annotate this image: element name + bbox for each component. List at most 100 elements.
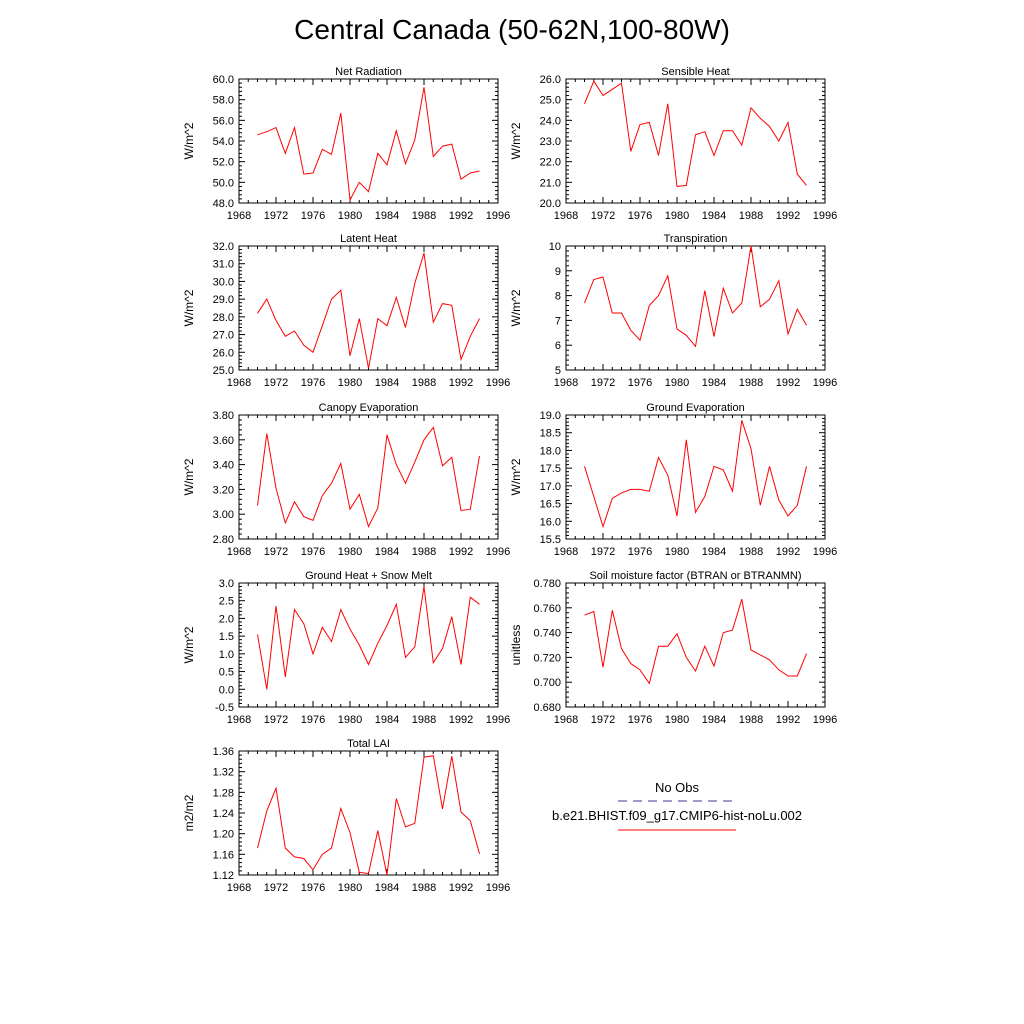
x-tick-label: 1984 — [375, 546, 399, 558]
y-tick-label: 3.80 — [213, 410, 234, 422]
y-tick-label: 48.0 — [213, 198, 234, 210]
y-tick-label: 3.20 — [213, 484, 234, 496]
y-tick-label: 58.0 — [213, 95, 234, 107]
figure-title: Central Canada (50-62N,100-80W) — [294, 14, 730, 45]
x-tick-label: 1996 — [486, 546, 510, 558]
y-tick-label: 0.740 — [533, 628, 561, 640]
y-tick-label: 0.720 — [533, 652, 561, 664]
y-tick-label: 0.680 — [533, 702, 561, 714]
y-tick-label: 54.0 — [213, 136, 234, 148]
x-tick-label: 1972 — [591, 210, 615, 222]
y-tick-label: 0.0 — [219, 684, 234, 696]
y-tick-label: 50.0 — [213, 177, 234, 189]
x-tick-label: 1992 — [449, 546, 473, 558]
chart-panel-5: 1968 1972 1976 1980 1984 1988 1992 1996 2.80 3.00… — [182, 402, 510, 558]
chart-title: Ground Evaporation — [646, 402, 744, 414]
y-axis-label: unitless — [509, 625, 523, 666]
x-tick-label: 1976 — [628, 546, 652, 558]
x-tick-label: 1992 — [776, 546, 800, 558]
chart-panel-8: 1968 1972 1976 1980 1984 1988 1992 1996 0.680 0.7… — [509, 570, 837, 726]
chart-panel-3: 1968 1972 1976 1980 1984 1988 1992 1996 25.0 26.0… — [182, 233, 510, 389]
chart-title: Total LAI — [347, 738, 390, 750]
x-tick-label: 1980 — [665, 714, 689, 726]
y-tick-label: 28.0 — [213, 312, 234, 324]
x-tick-label: 1996 — [486, 210, 510, 222]
y-tick-label: 3.40 — [213, 460, 234, 472]
y-tick-label: 18.5 — [540, 428, 561, 440]
x-tick-label: 1968 — [227, 546, 251, 558]
x-tick-label: 1968 — [227, 377, 251, 389]
y-tick-label: 21.0 — [540, 177, 561, 189]
x-tick-label: 1972 — [264, 714, 288, 726]
y-tick-label: 1.16 — [213, 849, 234, 861]
plot-frame — [565, 78, 826, 204]
x-tick-label: 1992 — [449, 210, 473, 222]
chart-panel-1: 1968 1972 1976 1980 1984 1988 1992 1996 48.0 50.0… — [182, 66, 510, 222]
legend-label-obs: No Obs — [655, 780, 700, 795]
x-tick-label: 1988 — [412, 882, 436, 894]
y-tick-label: 29.0 — [213, 294, 234, 306]
x-tick-label: 1996 — [813, 377, 837, 389]
y-axis-label: W/m^2 — [182, 458, 196, 495]
x-tick-label: 1996 — [813, 210, 837, 222]
x-tick-label: 1988 — [739, 714, 763, 726]
x-tick-label: 1984 — [375, 377, 399, 389]
series-line-1 — [584, 80, 807, 188]
x-tick-label: 1972 — [264, 377, 288, 389]
x-tick-label: 1988 — [739, 377, 763, 389]
y-tick-label: 32.0 — [213, 241, 234, 253]
y-tick-label: 17.0 — [540, 481, 561, 493]
y-tick-label: 2.0 — [219, 613, 234, 625]
x-tick-label: 1996 — [486, 882, 510, 894]
x-tick-label: 1980 — [665, 546, 689, 558]
x-tick-label: 1984 — [702, 210, 726, 222]
x-tick-label: 1988 — [739, 546, 763, 558]
y-axis-label: W/m^2 — [509, 122, 523, 159]
y-tick-label: 0.700 — [533, 677, 561, 689]
x-tick-label: 1980 — [338, 210, 362, 222]
plot-frame — [565, 245, 826, 371]
x-tick-label: 1976 — [301, 210, 325, 222]
x-tick-label: 1968 — [554, 210, 578, 222]
x-tick-label: 1976 — [628, 377, 652, 389]
series-line-1 — [257, 426, 480, 528]
x-tick-label: 1988 — [412, 377, 436, 389]
chart-panel-6: 1968 1972 1976 1980 1984 1988 1992 1996 15.5 16.0… — [509, 402, 837, 558]
y-tick-label: 6 — [555, 340, 561, 352]
y-axis-label: W/m^2 — [182, 122, 196, 159]
chart-title: Transpiration — [664, 233, 728, 245]
x-tick-label: 1972 — [591, 377, 615, 389]
y-tick-label: 25.0 — [213, 365, 234, 377]
chart-title: Net Radiation — [335, 66, 402, 78]
plot-frame — [238, 78, 499, 204]
x-tick-label: 1988 — [412, 714, 436, 726]
x-tick-label: 1968 — [554, 546, 578, 558]
plot-frame — [565, 582, 826, 708]
x-tick-label: 1968 — [227, 882, 251, 894]
chart-title: Ground Heat + Snow Melt — [305, 570, 432, 582]
x-tick-label: 1968 — [227, 714, 251, 726]
x-tick-label: 1984 — [702, 377, 726, 389]
y-tick-label: 16.0 — [540, 516, 561, 528]
y-tick-label: 15.5 — [540, 534, 561, 546]
y-tick-label: 1.12 — [213, 870, 234, 882]
x-tick-label: 1972 — [264, 546, 288, 558]
x-tick-label: 1992 — [449, 377, 473, 389]
chart-title: Sensible Heat — [661, 66, 730, 78]
series-line-1 — [257, 252, 480, 369]
y-tick-label: 18.0 — [540, 445, 561, 457]
y-tick-label: 1.0 — [219, 649, 234, 661]
x-tick-label: 1980 — [665, 377, 689, 389]
x-tick-label: 1992 — [776, 714, 800, 726]
x-tick-label: 1988 — [412, 210, 436, 222]
chart-panel-4: 1968 1972 1976 1980 1984 1988 1992 1996 5 6 7 8 9 10 T… — [509, 233, 837, 389]
x-tick-label: 1976 — [301, 882, 325, 894]
x-tick-label: 1972 — [264, 882, 288, 894]
y-tick-label: 3.00 — [213, 509, 234, 521]
chart-title: Soil moisture factor (BTRAN or BTRANMN) — [589, 570, 801, 582]
series-line-1 — [584, 598, 807, 685]
y-tick-label: 52.0 — [213, 157, 234, 169]
legend-label-model: b.e21.BHIST.f09_g17.CMIP6-hist-noLu.002 — [552, 808, 802, 823]
y-tick-label: 8 — [555, 291, 561, 303]
x-tick-label: 1972 — [591, 546, 615, 558]
